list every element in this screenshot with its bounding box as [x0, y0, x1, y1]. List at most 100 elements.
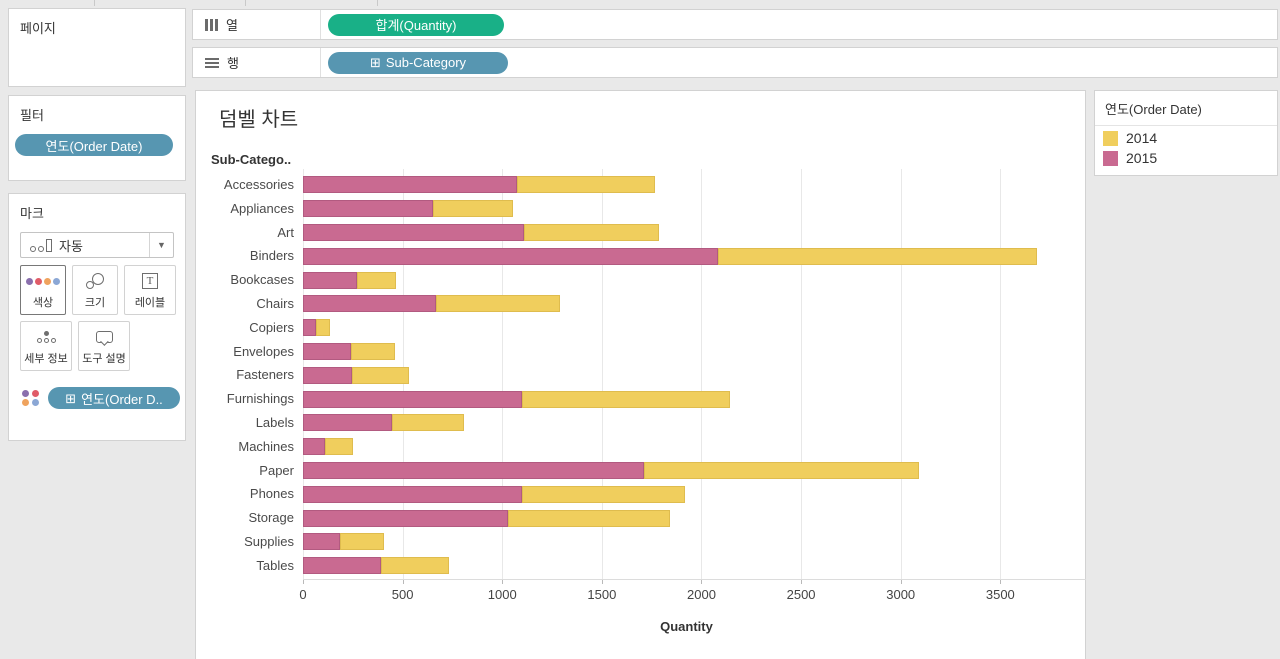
size-icon [86, 273, 104, 289]
bar-2015[interactable] [303, 509, 509, 527]
bar-2015[interactable] [303, 414, 392, 432]
rows-pill-sub-category[interactable]: ⊞ Sub-Category [328, 51, 508, 74]
bar-2014[interactable] [643, 462, 919, 479]
filters-shelf: 필터 연도(Order Date) [8, 95, 186, 181]
axis-tick [701, 579, 703, 585]
axis-tick-label: 1500 [587, 587, 617, 603]
bar-2014[interactable] [351, 366, 409, 384]
detail-button-label: 세부 정보 [24, 353, 68, 365]
columns-icon [205, 18, 218, 31]
detail-button[interactable]: 세부 정보 [20, 321, 72, 371]
bar-2014[interactable] [432, 200, 514, 218]
bar-2014[interactable] [324, 438, 353, 456]
bar-2015[interactable] [303, 438, 325, 456]
legend-swatch-icon [1103, 130, 1118, 146]
marks-card-title: 마크 [20, 206, 44, 221]
tooltip-icon [95, 331, 113, 343]
chart-title: 덤벨 차트 [219, 109, 299, 131]
bar-2014[interactable] [356, 271, 396, 289]
x-axis-title[interactable]: Quantity [660, 619, 713, 635]
label-button[interactable]: T 레이블 [124, 265, 176, 315]
gridline [900, 169, 902, 580]
bar-2014[interactable] [436, 295, 560, 313]
bar-2015[interactable] [303, 485, 523, 503]
category-label[interactable]: Supplies [244, 534, 294, 549]
bar-2015[interactable] [303, 271, 357, 289]
gridline [1000, 169, 1002, 580]
category-label[interactable]: Labels [255, 415, 294, 430]
detail-icon [36, 331, 56, 343]
color-button-label: 색상 [32, 297, 54, 309]
bar-2014[interactable] [350, 343, 395, 360]
bar-2014[interactable] [508, 509, 670, 527]
bar-2015[interactable] [303, 557, 381, 575]
bar-2015[interactable] [303, 343, 351, 360]
bar-2014[interactable] [524, 224, 659, 241]
axis-tick-label: 500 [391, 587, 414, 603]
category-label[interactable]: Storage [248, 510, 294, 526]
category-label[interactable]: Paper [259, 462, 294, 478]
bar-2015[interactable] [303, 247, 719, 265]
bar-2014[interactable] [339, 533, 384, 551]
tooltip-button[interactable]: 도구 설명 [78, 321, 130, 371]
rows-shelf-content[interactable]: ⊞ Sub-Category [321, 51, 1277, 74]
tooltip-button-label: 도구 설명 [82, 353, 126, 365]
category-label[interactable]: Chairs [256, 296, 294, 311]
bar-2015[interactable] [303, 390, 523, 408]
category-column-header[interactable]: Sub-Catego.. [211, 152, 292, 167]
category-label[interactable]: Tables [256, 557, 294, 573]
bar-2015[interactable] [303, 319, 316, 337]
category-label[interactable]: Binders [249, 248, 294, 264]
legend-item-2015[interactable]: 2015 [1095, 146, 1277, 166]
color-legend-title: 연도(Order Date) [1095, 91, 1277, 126]
bar-2014[interactable] [391, 414, 465, 432]
category-label[interactable]: Appliances [230, 200, 294, 216]
mark-type-dropdown[interactable]: 자동 ▼ [20, 232, 174, 258]
bar-2014[interactable] [522, 390, 731, 408]
tab-separator [245, 0, 246, 6]
marks-pill-year-order-date[interactable]: ⊞ 연도(Order D.. [48, 387, 180, 409]
bar-2015[interactable] [303, 176, 518, 194]
color-button[interactable]: 색상 [20, 265, 66, 315]
category-label[interactable]: Envelopes [233, 343, 294, 359]
legend-item-2014[interactable]: 2014 [1095, 126, 1277, 146]
bar-2014[interactable] [522, 485, 685, 503]
columns-shelf-content[interactable]: 합계(Quantity) [321, 13, 1277, 36]
bar-2014[interactable] [718, 247, 1038, 265]
axis-tick-label: 1000 [487, 587, 517, 603]
category-label[interactable]: Bookcases [230, 272, 294, 288]
bar-2014[interactable] [380, 557, 450, 575]
category-label[interactable]: Accessories [223, 177, 294, 192]
gridline [502, 169, 504, 580]
bar-2015[interactable] [303, 200, 433, 218]
bar-2015[interactable] [303, 533, 340, 551]
category-label[interactable]: Furnishings [226, 391, 294, 407]
size-button[interactable]: 크기 [72, 265, 118, 315]
filter-pill-year-order-date[interactable]: 연도(Order Date) [15, 134, 173, 156]
chevron-down-icon[interactable]: ▼ [149, 233, 173, 257]
bar-2015[interactable] [303, 295, 437, 313]
bar-2014[interactable] [517, 176, 655, 194]
expand-plus-icon[interactable]: ⊞ [65, 390, 77, 406]
rows-shelf: 행 ⊞ Sub-Category [192, 47, 1278, 78]
automatic-mark-icon [30, 238, 52, 252]
rows-pill-label: Sub-Category [385, 55, 467, 70]
bar-2015[interactable] [303, 366, 352, 384]
axis-tick [801, 579, 803, 585]
bar-2015[interactable] [303, 224, 525, 241]
columns-pill-sum-quantity[interactable]: 합계(Quantity) [328, 13, 504, 36]
tab-separator [94, 0, 95, 6]
columns-shelf-header: 열 [193, 10, 321, 39]
category-label[interactable]: Art [277, 224, 294, 240]
category-label[interactable]: Phones [249, 486, 294, 502]
tab-separator [377, 0, 378, 6]
bar-2014[interactable] [315, 319, 330, 337]
color-icon [26, 271, 60, 291]
bar-2015[interactable] [303, 462, 644, 479]
category-label[interactable]: Fasteners [236, 367, 294, 383]
expand-plus-icon[interactable]: ⊞ [369, 55, 381, 70]
axis-tick-label: 3000 [886, 587, 916, 603]
category-label[interactable]: Copiers [249, 319, 294, 335]
pages-shelf: 페이지 [8, 8, 186, 87]
category-label[interactable]: Machines [238, 438, 294, 454]
